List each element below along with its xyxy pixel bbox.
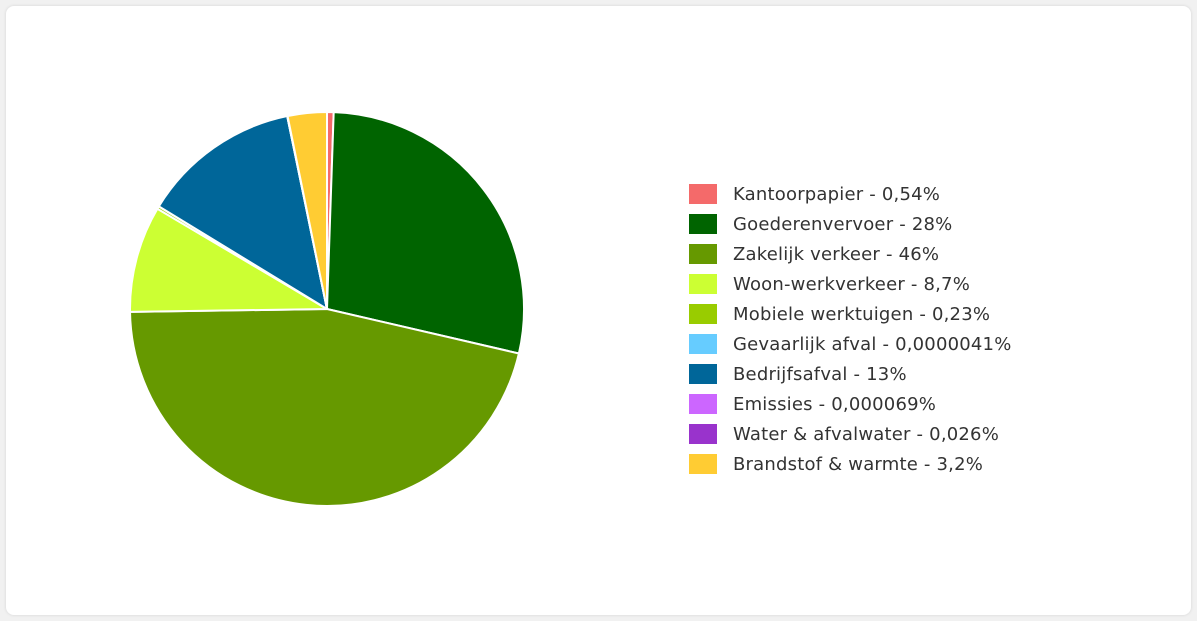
legend-label: Mobiele werktuigen - 0,23% (733, 303, 991, 325)
legend-swatch (689, 334, 717, 354)
legend-swatch (689, 364, 717, 384)
chart-legend: Kantoorpapier - 0,54% Goederenvervoer - 2… (689, 179, 1012, 479)
legend-swatch (689, 274, 717, 294)
legend-item[interactable]: Zakelijk verkeer - 46% (689, 239, 1012, 269)
legend-item[interactable]: Bedrijfsafval - 13% (689, 359, 1012, 389)
legend-swatch (689, 394, 717, 414)
legend-item[interactable]: Water & afvalwater - 0,026% (689, 419, 1012, 449)
legend-item[interactable]: Brandstof & warmte - 3,2% (689, 449, 1012, 479)
legend-swatch (689, 454, 717, 474)
legend-item[interactable]: Emissies - 0,000069% (689, 389, 1012, 419)
legend-swatch (689, 214, 717, 234)
legend-item[interactable]: Kantoorpapier - 0,54% (689, 179, 1012, 209)
pie-slice-bedrijfsafval[interactable] (157, 115, 328, 310)
legend-label: Kantoorpapier - 0,54% (733, 183, 941, 205)
pie-slice-woon-werkverkeer[interactable] (129, 207, 328, 313)
legend-swatch (689, 424, 717, 444)
pie-slice-zakelijk-verkeer[interactable] (129, 308, 520, 507)
pie-slice-goederenvervoer[interactable] (326, 111, 525, 355)
legend-label: Gevaarlijk afval - 0,0000041% (733, 333, 1012, 355)
legend-item[interactable]: Goederenvervoer - 28% (689, 209, 1012, 239)
legend-item[interactable]: Woon-werkverkeer - 8,7% (689, 269, 1012, 299)
legend-label: Goederenvervoer - 28% (733, 213, 953, 235)
legend-item[interactable]: Mobiele werktuigen - 0,23% (689, 299, 1012, 329)
legend-item[interactable]: Gevaarlijk afval - 0,0000041% (689, 329, 1012, 359)
pie-slice-brandstof-warmte[interactable] (286, 111, 328, 310)
legend-swatch (689, 304, 717, 324)
legend-label: Zakelijk verkeer - 46% (733, 243, 940, 265)
legend-label: Woon-werkverkeer - 8,7% (733, 273, 971, 295)
legend-label: Water & afvalwater - 0,026% (733, 423, 999, 445)
chart-card: Kantoorpapier - 0,54% Goederenvervoer - 2… (6, 6, 1191, 615)
legend-label: Emissies - 0,000069% (733, 393, 937, 415)
legend-label: Brandstof & warmte - 3,2% (733, 453, 984, 475)
legend-label: Bedrijfsafval - 13% (733, 363, 907, 385)
legend-swatch (689, 244, 717, 264)
pie-chart (129, 111, 525, 507)
legend-swatch (689, 184, 717, 204)
